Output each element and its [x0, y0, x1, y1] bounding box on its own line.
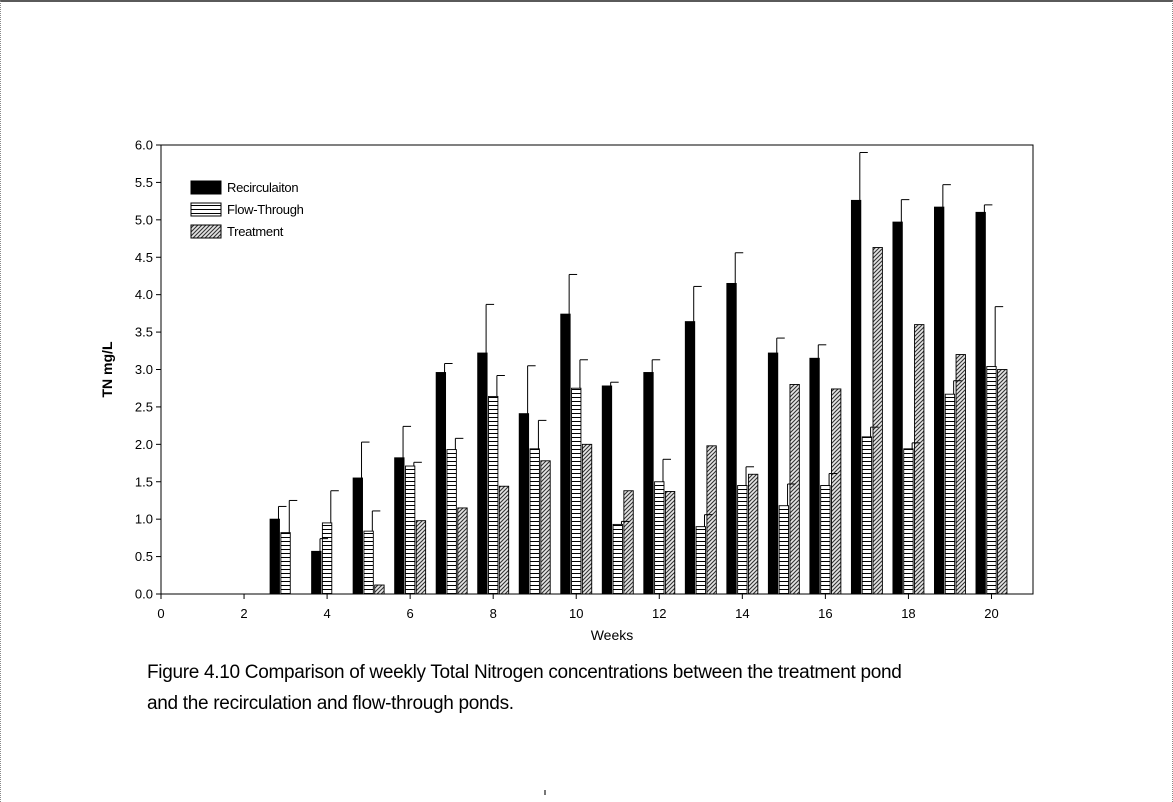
bar-solid-week-9	[518, 413, 530, 595]
bar-horizontal-lines-week-13	[695, 526, 706, 595]
y-tick-label-1.5: 1.5	[135, 474, 153, 489]
bar-horizontal-lines-week-16	[820, 485, 831, 595]
y-tick-label-4.5: 4.5	[135, 250, 153, 265]
bar-diagonal-hatch-week-8	[498, 485, 510, 595]
bar-diagonal-hatch-week-17	[872, 247, 883, 595]
bar-horizontal-lines-week-18	[903, 448, 914, 595]
bar-solid-week-14	[726, 282, 737, 595]
bar-solid-week-3	[269, 518, 280, 595]
bar-horizontal-lines-week-4	[321, 522, 333, 595]
legend: Recirculaiton Flow-Through Treatment	[190, 180, 304, 239]
legend-label-horizontal-lines: Flow-Through	[227, 202, 304, 217]
bar-horizontal-lines-week-7	[446, 449, 457, 595]
legend-swatch-diagonal-hatch	[190, 224, 222, 239]
bar-solid-week-16	[809, 357, 820, 595]
bar-solid-week-7	[435, 372, 447, 595]
x-tick-label-6: 6	[407, 606, 414, 621]
bar-horizontal-lines-week-11	[612, 523, 623, 595]
bar-horizontal-lines-week-20	[986, 366, 997, 595]
x-tick-label-18: 18	[901, 606, 915, 621]
caption-line-2: and the recirculation and flow-through p…	[147, 693, 514, 714]
y-tick-label-0.5: 0.5	[135, 549, 153, 564]
bar-solid-week-19	[934, 206, 945, 595]
x-tick-label-12: 12	[652, 606, 666, 621]
bar-diagonal-hatch-week-16	[831, 388, 842, 595]
figure-caption: Figure 4.10 Comparison of weekly Total N…	[147, 657, 1127, 719]
y-tick-label-5.0: 5.0	[135, 212, 153, 227]
bar-diagonal-hatch-week-13	[706, 445, 717, 595]
caption-line-1: Figure 4.10 Comparison of weekly Total N…	[147, 662, 902, 683]
bar-diagonal-hatch-week-14	[747, 473, 759, 595]
bar-diagonal-hatch-week-19	[955, 354, 966, 595]
bar-solid-week-5	[352, 477, 363, 595]
bar-horizontal-lines-week-12	[654, 481, 665, 595]
y-tick-label-4.0: 4.0	[135, 287, 153, 302]
bar-diagonal-hatch-week-11	[623, 490, 634, 595]
x-tick-label-2: 2	[240, 606, 247, 621]
bar-horizontal-lines-week-9	[529, 448, 540, 595]
bar-solid-week-20	[975, 211, 986, 595]
bar-diagonal-hatch-week-6	[415, 520, 427, 595]
bar-diagonal-hatch-week-18	[914, 324, 925, 595]
bar-solid-week-18	[892, 221, 903, 595]
x-tick-label-0: 0	[157, 606, 164, 621]
y-tick-label-1.0: 1.0	[135, 512, 153, 527]
error-bars-layer	[277, 151, 1004, 552]
y-axis: 0.0 0.5 1.0 1.5 2.0 2.5 3.0 3.5 4.0 4.5 5.0 5.5 6.0	[135, 138, 161, 602]
bar-horizontal-lines-week-3	[280, 532, 291, 595]
bar-solid-week-4	[311, 550, 322, 595]
bar-diagonal-hatch-week-12	[664, 491, 676, 595]
y-tick-label-2.0: 2.0	[135, 437, 153, 452]
bar-solid-week-15	[767, 352, 779, 595]
y-tick-label-0.0: 0.0	[135, 587, 153, 602]
x-tick-label-16: 16	[818, 606, 832, 621]
y-tick-label-2.5: 2.5	[135, 399, 153, 414]
bar-diagonal-hatch-week-7	[457, 507, 468, 595]
bar-horizontal-lines-week-19	[944, 393, 956, 595]
bar-horizontal-lines-week-8	[488, 395, 499, 595]
legend-label-diagonal-hatch: Treatment	[227, 224, 284, 239]
y-tick-label-6.0: 6.0	[135, 138, 153, 153]
bar-solid-week-17	[850, 199, 862, 595]
bar-solid-week-13	[684, 321, 696, 595]
x-tick-label-10: 10	[569, 606, 583, 621]
x-axis-title: Weeks	[591, 627, 634, 643]
y-tick-label-3.5: 3.5	[135, 325, 153, 340]
bar-horizontal-lines-week-6	[404, 465, 416, 595]
y-tick-label-3.0: 3.0	[135, 362, 153, 377]
x-tick-label-4: 4	[323, 606, 330, 621]
bar-diagonal-hatch-week-10	[581, 443, 593, 595]
x-tick-label-14: 14	[735, 606, 749, 621]
bar-solid-week-6	[394, 457, 405, 595]
scan-speck	[544, 790, 546, 795]
legend-swatch-horizontal-lines	[190, 202, 222, 217]
x-axis: 0 2 4 6 8 10 12 14 16 18 20	[157, 594, 999, 621]
bar-horizontal-lines-week-17	[861, 436, 873, 595]
bar-horizontal-lines-week-10	[571, 387, 582, 595]
bar-diagonal-hatch-week-15	[789, 384, 800, 595]
legend-swatch-solid	[190, 180, 222, 195]
bar-solid-week-11	[601, 385, 613, 595]
tn-bar-chart: 0.00.51.01.52.02.53.03.54.04.55.05.56.0 …	[99, 138, 1034, 643]
bar-diagonal-hatch-week-5	[374, 584, 385, 595]
bar-horizontal-lines-week-15	[778, 505, 790, 595]
bar-diagonal-hatch-week-9	[540, 460, 551, 595]
x-tick-label-20: 20	[984, 606, 998, 621]
bar-horizontal-lines-week-5	[363, 530, 374, 595]
x-tick-label-8: 8	[490, 606, 497, 621]
y-axis-title: TN mg/L	[99, 341, 115, 397]
bar-solid-week-8	[477, 352, 488, 595]
legend-label-solid: Recirculaiton	[227, 180, 298, 195]
bar-diagonal-hatch-week-20	[997, 369, 1008, 595]
y-tick-label-5.5: 5.5	[135, 175, 153, 190]
bar-solid-week-12	[643, 372, 654, 595]
bar-solid-week-10	[560, 313, 571, 595]
bars-layer	[269, 199, 1008, 595]
bar-horizontal-lines-week-14	[737, 485, 748, 595]
